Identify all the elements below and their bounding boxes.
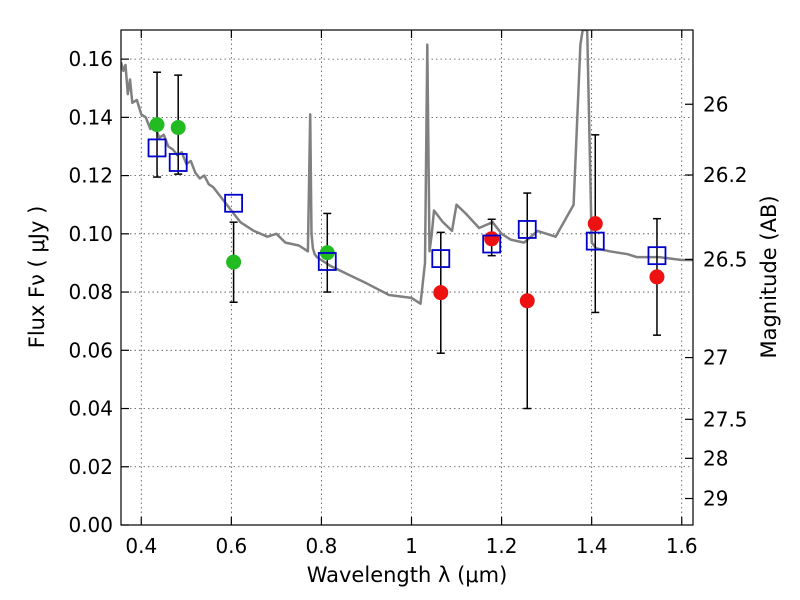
mag-tick-label: 26 (703, 92, 728, 116)
blue-square-marker (585, 231, 605, 251)
y-axis-label-left: Flux Fν ( μJy ) (25, 206, 49, 349)
green-points-marker (226, 254, 242, 270)
y-axis-label-right: Magnitude (AB) (757, 195, 781, 358)
mag-tick-label: 28 (703, 446, 728, 470)
x-axis-label: Wavelength λ (μm) (307, 563, 508, 587)
plot-frame (120, 29, 694, 526)
blue-square-marker (517, 220, 537, 239)
red-points-marker (649, 269, 665, 285)
y-tick-label: 0.00 (68, 513, 113, 537)
blue-square-marker (647, 246, 667, 266)
x-tick-label: 1.2 (486, 534, 518, 558)
model-spectrum-layer (121, 30, 693, 305)
axis-ticks (121, 30, 693, 526)
x-tick-label: 1.4 (576, 534, 608, 558)
x-tick-label: 0.8 (306, 534, 338, 558)
green-points-marker (170, 120, 186, 136)
model-spectrum-line (121, 30, 693, 305)
y-tick-label: 0.08 (68, 280, 113, 304)
x-tick-label: 0.6 (215, 534, 247, 558)
y-tick-label: 0.02 (68, 455, 113, 479)
red-points-marker (519, 293, 535, 309)
red-points-marker (484, 231, 500, 247)
y-tick-label: 0.14 (68, 105, 113, 129)
green-points-marker (149, 117, 165, 133)
mag-tick-label: 26.5 (703, 247, 748, 271)
error-bars-layer (153, 71, 661, 410)
y-tick-label: 0.12 (68, 164, 113, 188)
x-tick-label: 1 (405, 534, 418, 558)
grid-lines (121, 30, 693, 526)
mag-tick-label: 27.5 (703, 407, 748, 431)
mag-tick-label: 26.2 (703, 163, 748, 187)
blue-square-marker (224, 193, 243, 213)
y-tick-label: 0.16 (68, 47, 113, 71)
x-tick-label: 1.6 (666, 534, 698, 558)
data-points-layer (147, 117, 667, 309)
mag-tick-label: 27 (703, 346, 728, 370)
mag-tick-label: 29 (703, 487, 728, 511)
blue-square-marker (147, 138, 167, 158)
y-tick-label: 0.06 (68, 338, 113, 362)
red-points-marker (433, 285, 449, 301)
y-tick-label: 0.04 (68, 397, 113, 421)
tick-labels: 0.4 0.6 0.8 1 1.2 1.4 1.6 0.00 0.02 0.04 0.06 0.08 0… (68, 47, 747, 558)
x-tick-label: 0.4 (125, 534, 157, 558)
blue-square-marker (482, 234, 502, 254)
blue-square-marker (168, 153, 188, 172)
blue-square-marker (431, 249, 451, 268)
red-points-marker (587, 216, 603, 232)
blue-square-marker (317, 252, 337, 271)
y-tick-label: 0.10 (68, 222, 113, 246)
